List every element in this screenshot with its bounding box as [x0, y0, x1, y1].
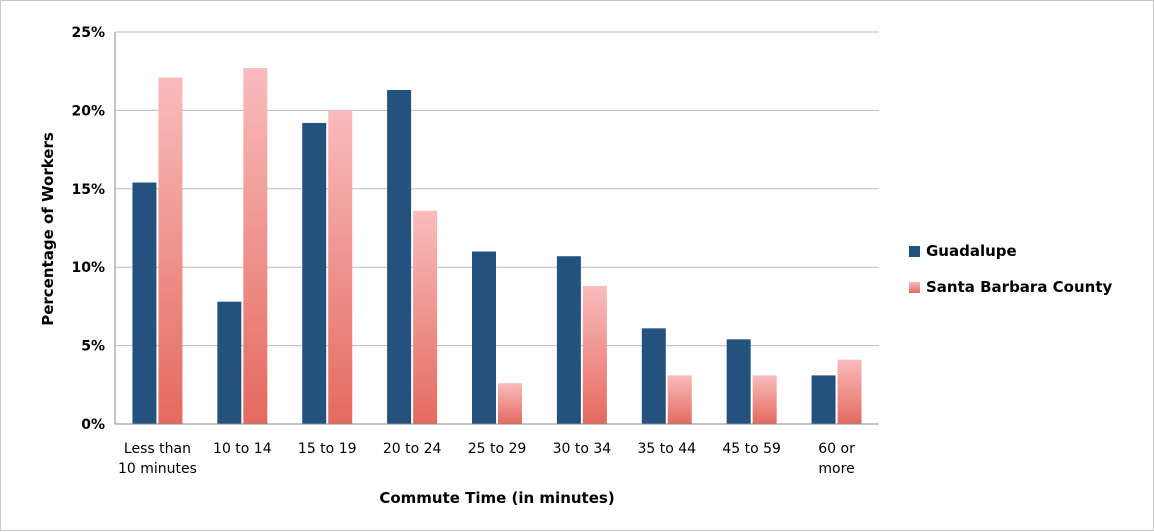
y-axis-title: Percentage of Workers	[39, 132, 57, 326]
x-tick-label: 25 to 29	[468, 441, 527, 457]
bar-guadalupe	[217, 301, 242, 424]
x-tick-label: 45 to 59	[722, 441, 781, 457]
x-tick-label: 60 or	[818, 441, 855, 457]
bars	[132, 68, 862, 425]
legend-label: Guadalupe	[926, 242, 1017, 260]
y-tick-label: 0%	[81, 417, 105, 433]
y-tick-label: 10%	[71, 260, 105, 276]
bar-guadalupe	[811, 375, 836, 424]
bar-guadalupe	[726, 339, 751, 424]
bar-guadalupe	[472, 251, 496, 424]
bar-santa-barbara-county	[752, 375, 777, 424]
bar-guadalupe	[132, 182, 157, 424]
bar-santa-barbara-county	[243, 68, 268, 425]
x-axis-ticks: Less than 10 minutes 10 to 14 15 to 19 20 to…	[118, 441, 855, 477]
bar-santa-barbara-county	[158, 77, 183, 425]
bar-guadalupe	[641, 328, 666, 424]
gridlines	[115, 31, 879, 347]
bar-santa-barbara-county	[667, 375, 692, 424]
y-axis-ticks: 0% 5% 10% 15% 20% 25%	[71, 25, 105, 433]
bar-santa-barbara-county	[413, 210, 438, 424]
y-tick-label: 20%	[71, 103, 105, 119]
bar-santa-barbara-county	[582, 286, 607, 424]
y-tick-label: 25%	[71, 25, 105, 41]
legend-swatch	[909, 246, 920, 257]
bar-santa-barbara-county	[498, 383, 522, 424]
legend: Guadalupe Santa Barbara County	[909, 242, 1113, 296]
bar-guadalupe	[387, 90, 412, 425]
x-tick-label: 20 to 24	[383, 441, 442, 457]
bar-guadalupe	[302, 122, 327, 424]
x-tick-label: 15 to 19	[298, 441, 357, 457]
legend-swatch	[909, 282, 920, 293]
x-tick-label: 10 to 14	[213, 441, 272, 457]
x-axis-title: Commute Time (in minutes)	[379, 489, 614, 507]
bar-santa-barbara-county	[328, 110, 353, 425]
x-tick-label: 35 to 44	[637, 441, 696, 457]
legend-label: Santa Barbara County	[926, 278, 1113, 296]
y-tick-label: 15%	[71, 182, 105, 198]
bar-guadalupe	[556, 256, 581, 424]
bar-santa-barbara-county	[837, 359, 862, 424]
x-tick-label: more	[818, 461, 854, 477]
x-tick-label: 10 minutes	[118, 461, 197, 477]
x-tick-label: Less than	[124, 441, 191, 457]
x-tick-label: 30 to 34	[553, 441, 612, 457]
y-tick-label: 5%	[81, 339, 105, 355]
